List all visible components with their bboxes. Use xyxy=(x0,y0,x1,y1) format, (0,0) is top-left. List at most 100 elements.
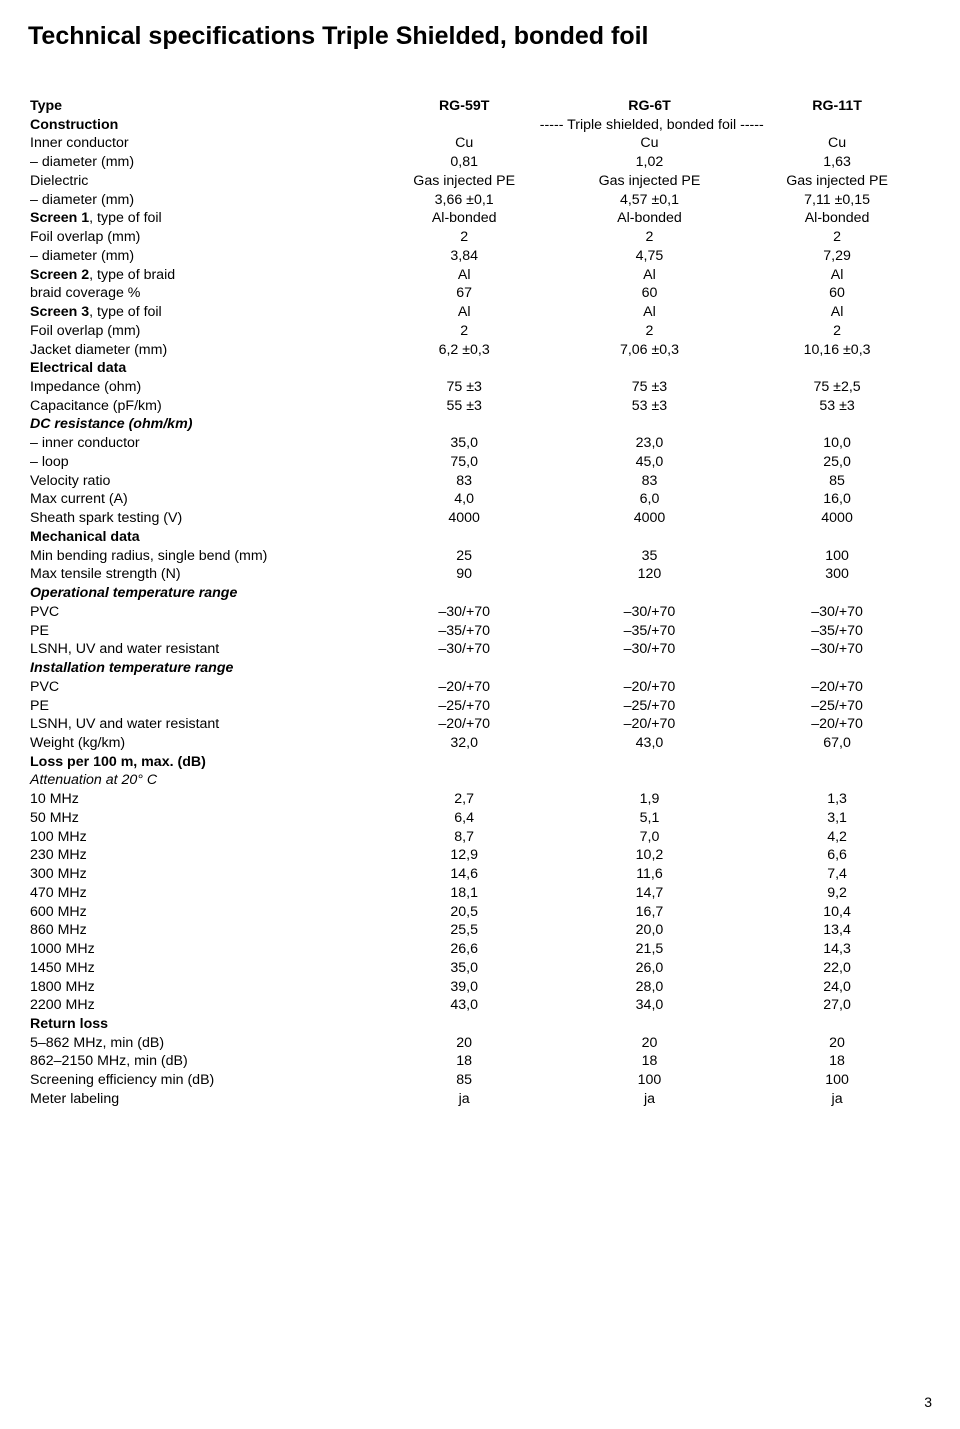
table-row: Max tensile strength (N)90120300 xyxy=(28,565,932,584)
row-value: 34,0 xyxy=(557,996,742,1015)
row-value: 85 xyxy=(742,472,932,491)
table-row: PE–35/+70–35/+70–35/+70 xyxy=(28,622,932,641)
row-value: 8,7 xyxy=(372,828,557,847)
row-value: ja xyxy=(372,1090,557,1109)
table-row: Jacket diameter (mm)6,2 ±0,37,06 ±0,310,… xyxy=(28,341,932,360)
row-empty xyxy=(372,359,557,378)
row-value: 100 xyxy=(557,1071,742,1090)
row-label: – diameter (mm) xyxy=(28,153,372,172)
table-row: LSNH, UV and water resistant–30/+70–30/+… xyxy=(28,640,932,659)
row-value: 39,0 xyxy=(372,978,557,997)
table-row: Return loss xyxy=(28,1015,932,1034)
row-empty xyxy=(557,771,742,790)
row-empty xyxy=(742,359,932,378)
table-row: – diameter (mm)3,844,757,29 xyxy=(28,247,932,266)
row-value: 24,0 xyxy=(742,978,932,997)
row-value: –20/+70 xyxy=(372,715,557,734)
row-label: Impedance (ohm) xyxy=(28,378,372,397)
table-row: TypeRG-59TRG-6TRG-11T xyxy=(28,97,932,116)
row-value: 25,5 xyxy=(372,921,557,940)
row-value: 10,2 xyxy=(557,846,742,865)
table-row: braid coverage %676060 xyxy=(28,284,932,303)
row-empty xyxy=(742,1015,932,1034)
row-value: 11,6 xyxy=(557,865,742,884)
row-label: 600 MHz xyxy=(28,903,372,922)
row-value: 7,11 ±0,15 xyxy=(742,191,932,210)
row-value: 3,84 xyxy=(372,247,557,266)
row-value: 6,0 xyxy=(557,490,742,509)
table-row: DielectricGas injected PEGas injected PE… xyxy=(28,172,932,191)
row-value: 16,0 xyxy=(742,490,932,509)
row-value: 1,02 xyxy=(557,153,742,172)
row-value: 20 xyxy=(372,1034,557,1053)
row-label: Screen 1, type of foil xyxy=(28,209,372,228)
row-value: 120 xyxy=(557,565,742,584)
row-value: Gas injected PE xyxy=(372,172,557,191)
row-value: 35,0 xyxy=(372,434,557,453)
row-value: 26,0 xyxy=(557,959,742,978)
row-label: Jacket diameter (mm) xyxy=(28,341,372,360)
row-value: 90 xyxy=(372,565,557,584)
row-value: 75 ±3 xyxy=(557,378,742,397)
row-value: 28,0 xyxy=(557,978,742,997)
row-value: 2 xyxy=(742,322,932,341)
row-label: Inner conductor xyxy=(28,134,372,153)
table-row: 1450 MHz35,026,022,0 xyxy=(28,959,932,978)
row-empty xyxy=(742,659,932,678)
page-number: 3 xyxy=(924,1393,932,1411)
row-value: 26,6 xyxy=(372,940,557,959)
row-label: Velocity ratio xyxy=(28,472,372,491)
row-label: 470 MHz xyxy=(28,884,372,903)
row-label: Attenuation at 20° C xyxy=(28,771,372,790)
row-value: 10,16 ±0,3 xyxy=(742,341,932,360)
row-value: 7,0 xyxy=(557,828,742,847)
row-value: 20,5 xyxy=(372,903,557,922)
table-row: Construction----- Triple shielded, bonde… xyxy=(28,116,932,135)
row-value: 7,4 xyxy=(742,865,932,884)
row-value: Al-bonded xyxy=(557,209,742,228)
row-empty xyxy=(372,528,557,547)
row-empty xyxy=(557,1015,742,1034)
table-row: 5–862 MHz, min (dB)202020 xyxy=(28,1034,932,1053)
table-row: – diameter (mm)0,811,021,63 xyxy=(28,153,932,172)
table-row: Max current (A)4,06,016,0 xyxy=(28,490,932,509)
table-row: DC resistance (ohm/km) xyxy=(28,415,932,434)
table-row: Operational temperature range xyxy=(28,584,932,603)
table-row: – inner conductor35,023,010,0 xyxy=(28,434,932,453)
row-label: – diameter (mm) xyxy=(28,191,372,210)
row-label: Screen 2, type of braid xyxy=(28,266,372,285)
row-value: 22,0 xyxy=(742,959,932,978)
row-empty xyxy=(372,659,557,678)
row-value: 12,9 xyxy=(372,846,557,865)
row-value: 20 xyxy=(557,1034,742,1053)
table-row: 100 MHz8,77,04,2 xyxy=(28,828,932,847)
row-value: 16,7 xyxy=(557,903,742,922)
table-row: Meter labelingjajaja xyxy=(28,1090,932,1109)
row-value: 67,0 xyxy=(742,734,932,753)
row-value: 55 ±3 xyxy=(372,397,557,416)
row-value: Al xyxy=(372,266,557,285)
row-value: 0,81 xyxy=(372,153,557,172)
row-value: 13,4 xyxy=(742,921,932,940)
row-label: LSNH, UV and water resistant xyxy=(28,715,372,734)
row-value: 6,6 xyxy=(742,846,932,865)
row-value: 43,0 xyxy=(557,734,742,753)
row-empty xyxy=(372,1015,557,1034)
table-row: 470 MHz18,114,79,2 xyxy=(28,884,932,903)
row-label: Return loss xyxy=(28,1015,372,1034)
table-row: Attenuation at 20° C xyxy=(28,771,932,790)
row-label: Installation temperature range xyxy=(28,659,372,678)
row-value: 4,2 xyxy=(742,828,932,847)
row-value: 1,63 xyxy=(742,153,932,172)
row-label: 50 MHz xyxy=(28,809,372,828)
row-label: DC resistance (ohm/km) xyxy=(28,415,372,434)
table-row: Foil overlap (mm)222 xyxy=(28,228,932,247)
row-value: –25/+70 xyxy=(372,697,557,716)
table-row: Impedance (ohm)75 ±375 ±375 ±2,5 xyxy=(28,378,932,397)
row-value: 2,7 xyxy=(372,790,557,809)
row-value: 53 ±3 xyxy=(742,397,932,416)
table-row: Foil overlap (mm)222 xyxy=(28,322,932,341)
row-value: 4,57 ±0,1 xyxy=(557,191,742,210)
row-value: –20/+70 xyxy=(557,715,742,734)
row-value: Al xyxy=(372,303,557,322)
